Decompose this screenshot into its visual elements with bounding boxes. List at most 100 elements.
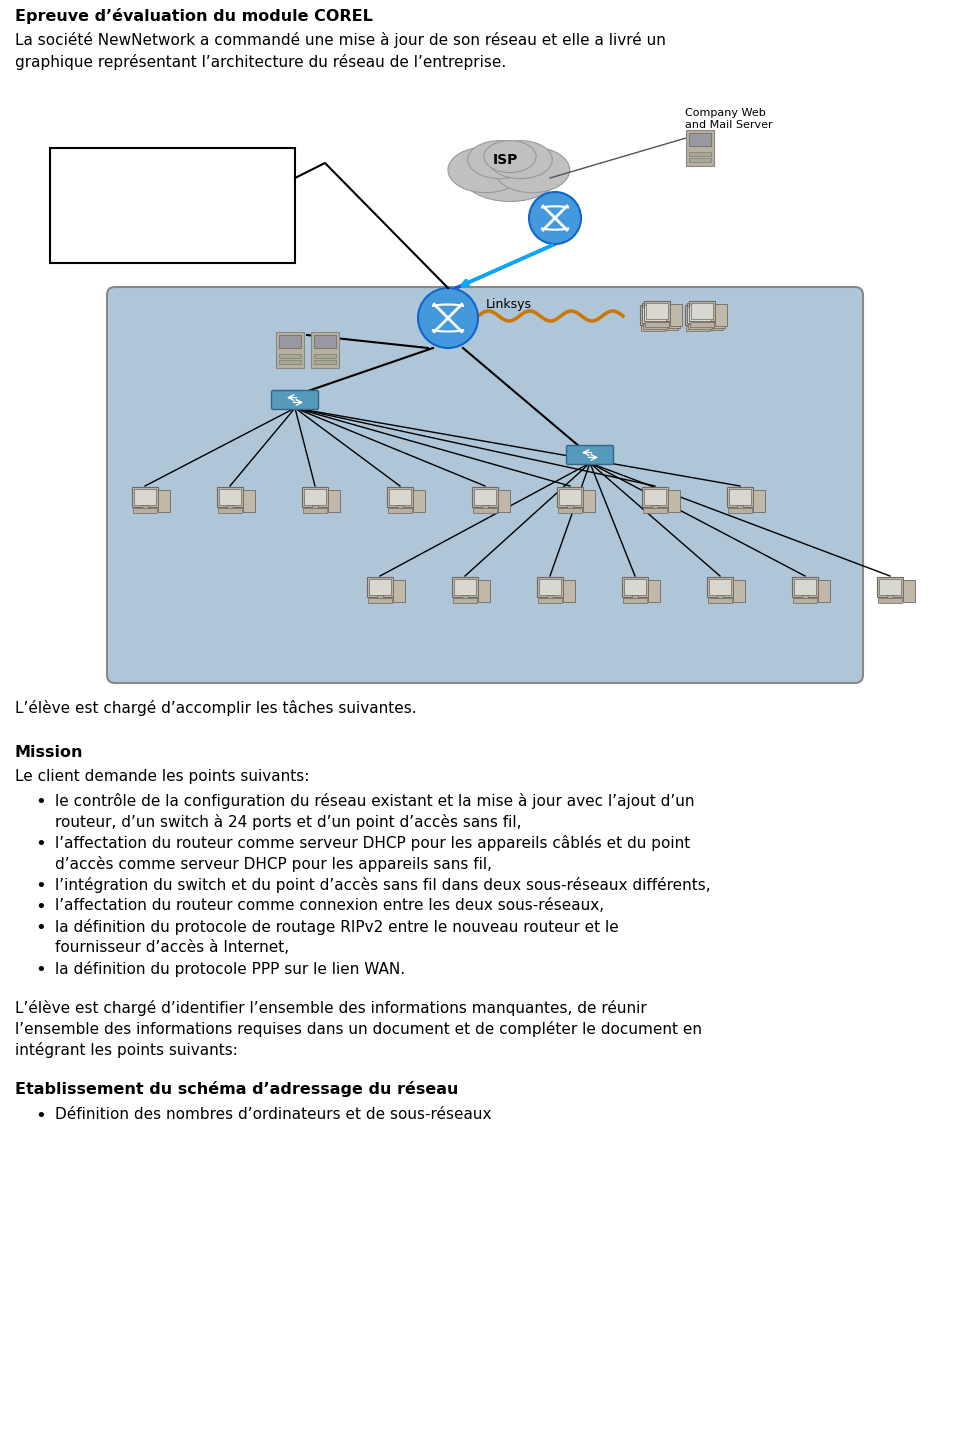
FancyBboxPatch shape — [646, 302, 668, 320]
FancyBboxPatch shape — [472, 487, 498, 507]
FancyBboxPatch shape — [645, 322, 669, 327]
FancyBboxPatch shape — [453, 598, 477, 603]
FancyBboxPatch shape — [632, 595, 638, 599]
FancyBboxPatch shape — [107, 287, 863, 684]
FancyBboxPatch shape — [689, 305, 711, 321]
FancyBboxPatch shape — [666, 308, 678, 330]
FancyBboxPatch shape — [276, 332, 304, 368]
Text: la définition du protocole de routage RIPv2 entre le nouveau routeur et le: la définition du protocole de routage RI… — [55, 919, 619, 934]
Text: l’affectation du routeur comme connexion entre les deux sous-réseaux,: l’affectation du routeur comme connexion… — [55, 898, 604, 913]
FancyBboxPatch shape — [643, 509, 667, 513]
FancyBboxPatch shape — [622, 577, 648, 598]
Text: Internet: DHCP from ISP (?.?.?.?): Internet: DHCP from ISP (?.?.?.?) — [55, 152, 255, 162]
FancyBboxPatch shape — [482, 504, 488, 509]
FancyBboxPatch shape — [377, 595, 383, 599]
Text: L’élève est chargé d’identifier l’ensemble des informations manquantes, de réuni: L’élève est chargé d’identifier l’ensemb… — [15, 1000, 647, 1016]
FancyBboxPatch shape — [686, 325, 710, 331]
FancyBboxPatch shape — [50, 148, 295, 264]
FancyBboxPatch shape — [641, 325, 665, 331]
FancyBboxPatch shape — [413, 490, 425, 512]
FancyBboxPatch shape — [685, 305, 711, 325]
FancyBboxPatch shape — [279, 360, 301, 364]
Text: Router IP address: 192.168.1.1: Router IP address: 192.168.1.1 — [55, 172, 246, 182]
Text: •: • — [35, 1108, 46, 1125]
Circle shape — [529, 192, 581, 244]
FancyBboxPatch shape — [648, 580, 660, 602]
Text: Le client demande les points suivants:: Le client demande les points suivants: — [15, 770, 309, 784]
FancyBboxPatch shape — [642, 487, 668, 507]
FancyBboxPatch shape — [474, 489, 496, 504]
FancyBboxPatch shape — [563, 580, 575, 602]
FancyBboxPatch shape — [711, 308, 723, 330]
FancyBboxPatch shape — [688, 324, 712, 330]
Text: La société NewNetwork a commandé une mise à jour de son réseau et elle a livré u: La société NewNetwork a commandé une mis… — [15, 32, 666, 47]
Ellipse shape — [489, 140, 552, 179]
FancyBboxPatch shape — [217, 487, 243, 507]
FancyBboxPatch shape — [227, 504, 233, 509]
FancyBboxPatch shape — [218, 509, 242, 513]
FancyBboxPatch shape — [142, 504, 148, 509]
FancyBboxPatch shape — [314, 335, 336, 348]
Circle shape — [418, 288, 478, 348]
FancyBboxPatch shape — [314, 354, 336, 358]
FancyBboxPatch shape — [691, 302, 713, 320]
FancyBboxPatch shape — [728, 509, 752, 513]
FancyBboxPatch shape — [302, 487, 328, 507]
FancyBboxPatch shape — [668, 307, 680, 328]
FancyBboxPatch shape — [877, 577, 903, 598]
FancyBboxPatch shape — [652, 504, 658, 509]
Text: Subnet Mask: 255.255.255.0: Subnet Mask: 255.255.255.0 — [55, 192, 230, 202]
Text: fournisseur d’accès à Internet,: fournisseur d’accès à Internet, — [55, 940, 289, 954]
FancyBboxPatch shape — [689, 133, 711, 146]
FancyBboxPatch shape — [903, 580, 915, 602]
FancyBboxPatch shape — [623, 598, 647, 603]
FancyBboxPatch shape — [133, 509, 157, 513]
FancyBboxPatch shape — [794, 579, 816, 595]
FancyBboxPatch shape — [388, 509, 412, 513]
Text: 192.168.1.100 to 192.168.1.149: 192.168.1.100 to 192.168.1.149 — [55, 232, 252, 242]
Text: •: • — [35, 835, 46, 853]
FancyBboxPatch shape — [792, 577, 818, 598]
FancyBboxPatch shape — [368, 598, 392, 603]
Text: Host IP addresses (DHCP enabled):: Host IP addresses (DHCP enabled): — [55, 212, 270, 222]
FancyBboxPatch shape — [454, 579, 476, 595]
FancyBboxPatch shape — [640, 305, 666, 325]
FancyBboxPatch shape — [644, 489, 666, 504]
FancyBboxPatch shape — [389, 489, 411, 504]
FancyBboxPatch shape — [708, 598, 732, 603]
FancyBboxPatch shape — [818, 580, 830, 602]
FancyBboxPatch shape — [668, 490, 680, 512]
FancyBboxPatch shape — [793, 598, 817, 603]
FancyBboxPatch shape — [686, 130, 714, 166]
FancyBboxPatch shape — [132, 487, 158, 507]
Text: •: • — [35, 877, 46, 896]
Text: l’affectation du routeur comme serveur DHCP pour les appareils câblés et du poin: l’affectation du routeur comme serveur D… — [55, 835, 690, 851]
Text: and Mail Server: and Mail Server — [685, 120, 773, 130]
FancyBboxPatch shape — [690, 322, 714, 327]
Text: Mission: Mission — [15, 745, 84, 759]
FancyBboxPatch shape — [158, 490, 170, 512]
Text: Epreuve d’évaluation du module COREL: Epreuve d’évaluation du module COREL — [15, 9, 372, 24]
Text: ISP: ISP — [492, 153, 517, 168]
Text: Etablissement du schéma d’adressage du réseau: Etablissement du schéma d’adressage du r… — [15, 1080, 458, 1098]
FancyBboxPatch shape — [707, 577, 733, 598]
FancyBboxPatch shape — [314, 360, 336, 364]
FancyBboxPatch shape — [559, 489, 581, 504]
FancyBboxPatch shape — [393, 580, 405, 602]
Ellipse shape — [461, 145, 560, 202]
Text: routeur, d’un switch à 24 ports et d’un point d’accès sans fil,: routeur, d’un switch à 24 ports et d’un … — [55, 814, 521, 830]
FancyBboxPatch shape — [498, 490, 510, 512]
FancyBboxPatch shape — [558, 509, 582, 513]
FancyBboxPatch shape — [715, 304, 727, 325]
Text: L’élève est chargé d’accomplir les tâches suivantes.: L’élève est chargé d’accomplir les tâche… — [15, 699, 417, 716]
FancyBboxPatch shape — [695, 322, 701, 327]
Text: Company Web: Company Web — [685, 107, 766, 118]
FancyBboxPatch shape — [473, 509, 497, 513]
FancyBboxPatch shape — [367, 577, 393, 598]
FancyBboxPatch shape — [887, 595, 893, 599]
FancyBboxPatch shape — [737, 504, 743, 509]
FancyBboxPatch shape — [713, 307, 725, 328]
FancyBboxPatch shape — [624, 579, 646, 595]
Text: •: • — [35, 898, 46, 916]
FancyBboxPatch shape — [243, 490, 255, 512]
